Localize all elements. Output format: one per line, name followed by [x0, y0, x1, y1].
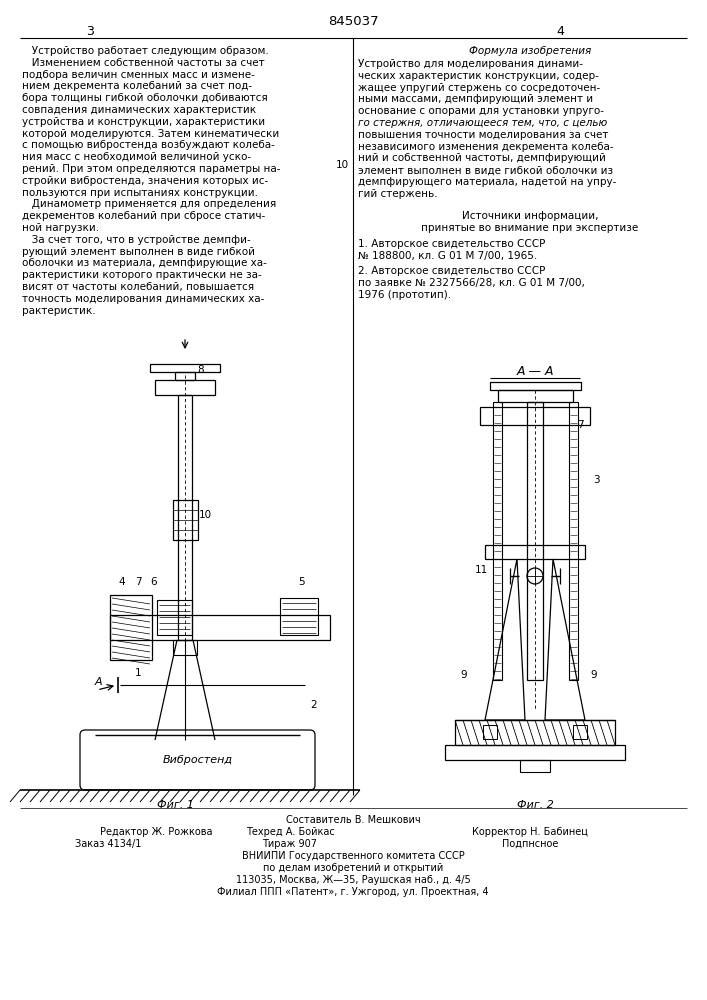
Bar	[480, 407, 590, 425]
Text: основание с опорами для установки упруго-: основание с опорами для установки упруго…	[358, 106, 604, 116]
Bar	[110, 595, 152, 660]
Text: принятые во внимание при экспертизе: принятые во внимание при экспертизе	[421, 223, 638, 233]
Text: го стержня, отличающееся тем, что, с целью: го стержня, отличающееся тем, что, с цел…	[358, 118, 607, 128]
Text: Устройство работает следующим образом.: Устройство работает следующим образом.	[22, 46, 269, 56]
Text: 4: 4	[556, 25, 564, 38]
Text: Корректор Н. Бабинец: Корректор Н. Бабинец	[472, 827, 588, 837]
Text: A: A	[95, 677, 103, 687]
Text: рений. При этом определяются параметры на-: рений. При этом определяются параметры н…	[22, 164, 281, 174]
Text: 9: 9	[590, 670, 597, 680]
Text: 113035, Москва, Ж—35, Раушская наб., д. 4/5: 113035, Москва, Ж—35, Раушская наб., д. …	[235, 875, 470, 885]
Text: Устройство для моделирования динами-: Устройство для моделирования динами-	[358, 59, 583, 69]
Bar	[157, 600, 192, 635]
Text: стройки вибростенда, значения которых ис-: стройки вибростенда, значения которых ис…	[22, 176, 268, 186]
Text: Вибростенд: Вибростенд	[163, 755, 233, 765]
Text: 2: 2	[310, 700, 317, 710]
Bar	[498, 390, 573, 402]
Text: с помощью вибростенда возбуждают колеба-: с помощью вибростенда возбуждают колеба-	[22, 140, 275, 150]
Text: 8: 8	[197, 365, 204, 375]
Text: Составитель В. Мешкович: Составитель В. Мешкович	[286, 815, 421, 825]
Text: Редактор Ж. Рожкова: Редактор Ж. Рожкова	[100, 827, 213, 837]
Text: Техред А. Бойкас: Техред А. Бойкас	[245, 827, 334, 837]
Text: Фиг. 2: Фиг. 2	[517, 800, 554, 810]
Text: 11: 11	[475, 565, 489, 575]
Bar	[483, 725, 497, 739]
Text: независимого изменения декремента колеба-: независимого изменения декремента колеба…	[358, 142, 614, 152]
Text: Тираж 907: Тираж 907	[262, 839, 317, 849]
Text: Источники информации,: Источники информации,	[462, 211, 598, 221]
Text: бора толщины гибкой оболочки добиваются: бора толщины гибкой оболочки добиваются	[22, 93, 268, 103]
Bar	[568, 402, 578, 680]
Bar	[493, 402, 501, 680]
Text: Филиал ППП «Патент», г. Ужгород, ул. Проектная, 4: Филиал ППП «Патент», г. Ужгород, ул. Про…	[217, 887, 489, 897]
Bar	[573, 725, 587, 739]
Text: Формула изобретения: Формула изобретения	[469, 46, 591, 56]
Bar	[280, 598, 318, 635]
Text: гий стержень.: гий стержень.	[358, 189, 438, 199]
Bar	[110, 615, 330, 640]
Bar	[178, 395, 192, 640]
Text: Динамометр применяется для определения: Динамометр применяется для определения	[22, 199, 276, 209]
Bar	[155, 380, 215, 395]
Text: 3: 3	[593, 475, 600, 485]
Text: A — A: A — A	[516, 365, 554, 378]
Text: элемент выполнен в виде гибкой оболочки из: элемент выполнен в виде гибкой оболочки …	[358, 165, 613, 175]
Text: оболочки из материала, демпфирующие ха-: оболочки из материала, демпфирующие ха-	[22, 258, 267, 268]
Text: рактеристик.: рактеристик.	[22, 306, 95, 316]
Bar	[175, 372, 195, 380]
Text: 1976 (прототип).: 1976 (прототип).	[358, 290, 451, 300]
Text: ными массами, демпфирующий элемент и: ными массами, демпфирующий элемент и	[358, 94, 593, 104]
Text: Подпнсное: Подпнсное	[502, 839, 559, 849]
Text: декрементов колебаний при сбросе статич-: декрементов колебаний при сбросе статич-	[22, 211, 265, 221]
Text: За счет того, что в устройстве демпфи-: За счет того, что в устройстве демпфи-	[22, 235, 251, 245]
Text: которой моделируются. Затем кинематически: которой моделируются. Затем кинематическ…	[22, 129, 279, 139]
Text: ческих характеристик конструкции, содер-: ческих характеристик конструкции, содер-	[358, 71, 599, 81]
Text: рующий элемент выполнен в виде гибкой: рующий элемент выполнен в виде гибкой	[22, 247, 255, 257]
Text: точность моделирования динамических ха-: точность моделирования динамических ха-	[22, 294, 264, 304]
Text: пользуются при испытаниях конструкции.: пользуются при испытаниях конструкции.	[22, 188, 258, 198]
Text: 6: 6	[150, 577, 157, 587]
Text: № 188800, кл. G 01 M 7/00, 1965.: № 188800, кл. G 01 M 7/00, 1965.	[358, 251, 537, 261]
Text: 4: 4	[118, 577, 124, 587]
Text: 1: 1	[135, 668, 141, 678]
Text: нием декремента колебаний за счет под-: нием декремента колебаний за счет под-	[22, 81, 252, 91]
Text: 1. Авторское свидетельство СССР: 1. Авторское свидетельство СССР	[358, 239, 545, 249]
Text: ной нагрузки.: ной нагрузки.	[22, 223, 99, 233]
Bar	[520, 760, 550, 772]
Text: 845037: 845037	[327, 15, 378, 28]
Text: 10: 10	[336, 160, 349, 170]
Text: 3: 3	[86, 25, 94, 38]
Bar	[455, 720, 615, 745]
Bar	[445, 745, 625, 760]
Text: 10: 10	[199, 510, 212, 520]
Bar	[173, 500, 197, 540]
Text: демпфирующего материала, надетой на упру-: демпфирующего материала, надетой на упру…	[358, 177, 617, 187]
Bar	[489, 382, 580, 390]
Bar	[173, 640, 197, 655]
Text: Заказ 4134/1: Заказ 4134/1	[75, 839, 141, 849]
Text: ния масс с необходимой величиной уско-: ния масс с необходимой величиной уско-	[22, 152, 251, 162]
Text: устройства и конструкции, характеристики: устройства и конструкции, характеристики	[22, 117, 265, 127]
Bar	[485, 545, 585, 559]
Text: рактеристики которого практически не за-: рактеристики которого практически не за-	[22, 270, 262, 280]
Text: ний и собственной частоты, демпфирующий: ний и собственной частоты, демпфирующий	[358, 153, 606, 163]
Text: подбора величин сменных масс и измене-: подбора величин сменных масс и измене-	[22, 70, 255, 80]
Text: жащее упругий стержень со сосредоточен-: жащее упругий стержень со сосредоточен-	[358, 83, 600, 93]
Text: 2. Авторское свидетельство СССР: 2. Авторское свидетельство СССР	[358, 266, 545, 276]
Text: по заявке № 2327566/28, кл. G 01 M 7/00,: по заявке № 2327566/28, кл. G 01 M 7/00,	[358, 278, 585, 288]
Text: 5: 5	[298, 577, 305, 587]
Text: висят от частоты колебаний, повышается: висят от частоты колебаний, повышается	[22, 282, 254, 292]
Text: по делам изобретений и открытий: по делам изобретений и открытий	[263, 863, 443, 873]
Text: Фиг. 1: Фиг. 1	[156, 800, 194, 810]
Text: повышения точности моделирования за счет: повышения точности моделирования за счет	[358, 130, 609, 140]
Bar	[527, 402, 543, 680]
Text: 9: 9	[460, 670, 467, 680]
Bar	[150, 364, 220, 372]
Text: 7: 7	[135, 577, 141, 587]
Text: ВНИИПИ Государственного комитета СССР: ВНИИПИ Государственного комитета СССР	[242, 851, 464, 861]
Text: Изменением собственной частоты за счет: Изменением собственной частоты за счет	[22, 58, 264, 68]
Text: совпадения динамических характеристик: совпадения динамических характеристик	[22, 105, 256, 115]
Text: 7: 7	[577, 420, 583, 430]
